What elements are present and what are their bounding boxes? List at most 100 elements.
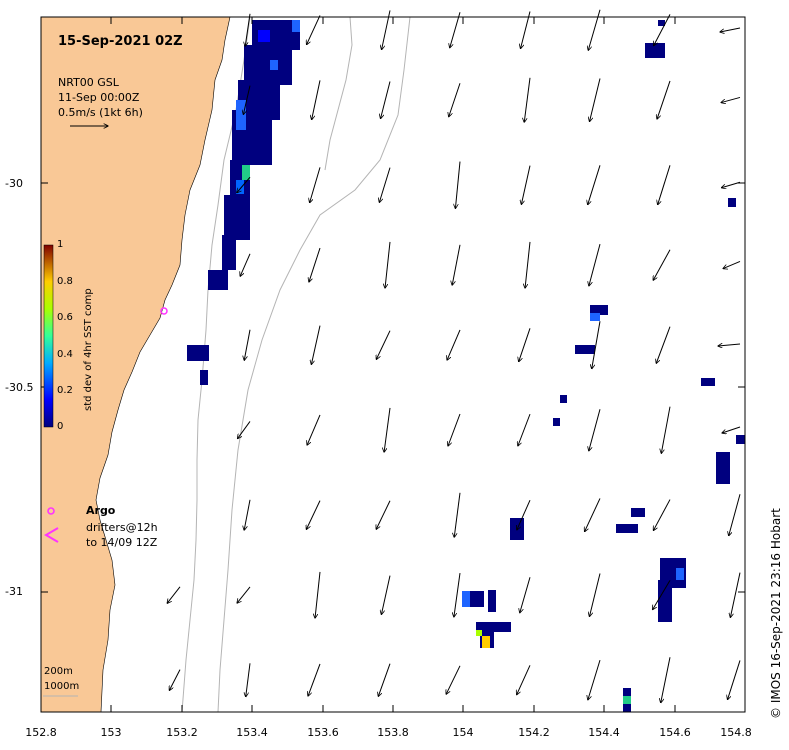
current-vector <box>376 330 391 360</box>
current-vector <box>238 421 251 438</box>
colorbar-tick: 0.2 <box>57 385 73 396</box>
current-vector <box>653 580 671 609</box>
current-vector <box>656 326 671 364</box>
y-tick-label: -30 <box>5 177 23 190</box>
current-vector <box>517 499 531 530</box>
x-tick-label: 153.8 <box>377 726 409 739</box>
current-vector <box>381 81 391 118</box>
current-vector <box>312 80 321 119</box>
product-date: 11-Sep 00:00Z <box>58 91 140 104</box>
current-vector <box>654 14 671 45</box>
current-vector <box>657 80 671 119</box>
y-tick-label: -31 <box>5 585 23 598</box>
contour-200m-label: 200m <box>44 666 73 677</box>
current-vector <box>585 498 601 531</box>
current-vector <box>588 659 601 700</box>
drifters-legend-period: to 14/09 12Z <box>86 536 158 549</box>
current-vector <box>169 669 181 691</box>
vector-scale: 0.5m/s (1kt 6h) <box>58 106 143 119</box>
current-vector <box>384 407 391 452</box>
current-vector <box>311 325 321 365</box>
colorbar <box>43 244 54 428</box>
x-tick-label: 154 <box>452 726 474 739</box>
current-vector <box>521 165 531 205</box>
current-vector <box>307 414 321 445</box>
current-vector <box>729 494 741 535</box>
current-vector <box>315 571 321 618</box>
current-vector <box>728 660 741 699</box>
x-tick-label: 154.4 <box>588 726 620 739</box>
current-vector <box>589 409 601 451</box>
current-vector <box>308 663 321 696</box>
current-vector <box>237 586 251 603</box>
current-vector <box>167 586 181 603</box>
current-vector <box>381 575 391 615</box>
current-vector <box>454 573 461 617</box>
current-vectors <box>167 9 741 703</box>
current-vector <box>454 492 461 537</box>
y-tick-label: -30.5 <box>5 381 34 394</box>
current-vector <box>653 249 671 280</box>
x-tick-label: 154.6 <box>659 726 691 739</box>
current-vector <box>246 663 251 696</box>
imos-credit: © IMOS 16-Sep-2021 23:16 Hobart <box>769 508 783 719</box>
x-tick-label: 154.2 <box>518 726 550 739</box>
current-vector <box>517 665 531 694</box>
current-vector <box>661 406 671 454</box>
current-vector <box>661 657 671 702</box>
current-vector <box>592 321 601 368</box>
current-vector <box>653 499 671 531</box>
current-vector <box>449 83 461 116</box>
colorbar-title: std dev of 4hr SST comp <box>83 288 94 411</box>
current-vector <box>524 77 531 122</box>
current-vector <box>244 499 251 530</box>
current-vector <box>455 161 461 209</box>
current-vector <box>446 665 461 694</box>
current-vector <box>378 663 391 697</box>
current-vector <box>237 176 251 192</box>
current-vector <box>730 572 741 618</box>
x-tick-label: 153 <box>100 726 122 739</box>
current-vector <box>306 500 321 530</box>
coastline-land <box>40 16 231 713</box>
current-vector <box>519 328 531 361</box>
current-vector <box>379 167 391 203</box>
current-vector <box>589 573 601 617</box>
current-vector <box>588 9 601 51</box>
current-vector <box>721 96 741 102</box>
colorbar-tick: 0 <box>57 421 64 432</box>
current-vector <box>450 12 461 47</box>
argo-legend-icon <box>47 507 55 515</box>
x-tick-label: 153.4 <box>236 726 268 739</box>
contour-extra <box>324 16 353 171</box>
map-title: 15-Sep-2021 02Z <box>58 34 183 49</box>
current-vector <box>309 247 321 282</box>
current-vector <box>307 15 321 44</box>
sst-pixels <box>187 20 745 712</box>
current-vector <box>723 261 741 268</box>
current-vector <box>658 165 671 204</box>
x-tick-label: 154.8 <box>720 726 752 739</box>
current-vector <box>518 413 531 446</box>
colorbar-tick: 1 <box>57 239 64 250</box>
current-vector <box>721 181 741 187</box>
current-vector <box>452 244 461 285</box>
current-vector <box>521 11 531 48</box>
current-vector <box>447 329 461 360</box>
current-vector <box>385 241 391 288</box>
current-vector <box>240 253 251 276</box>
product-name: NRT00 GSL <box>58 76 119 89</box>
current-vector <box>588 165 601 204</box>
drifters-legend-label: drifters@12h <box>86 521 158 534</box>
current-vector <box>448 413 461 446</box>
current-vector <box>590 78 601 121</box>
current-vector <box>520 577 531 613</box>
current-vector <box>310 167 321 202</box>
current-vector <box>245 13 251 46</box>
colorbar-tick: 0.6 <box>57 312 73 323</box>
drifter-legend-icon <box>44 527 59 543</box>
current-vector <box>376 500 391 529</box>
current-vector <box>718 344 741 346</box>
current-vector <box>720 27 741 32</box>
